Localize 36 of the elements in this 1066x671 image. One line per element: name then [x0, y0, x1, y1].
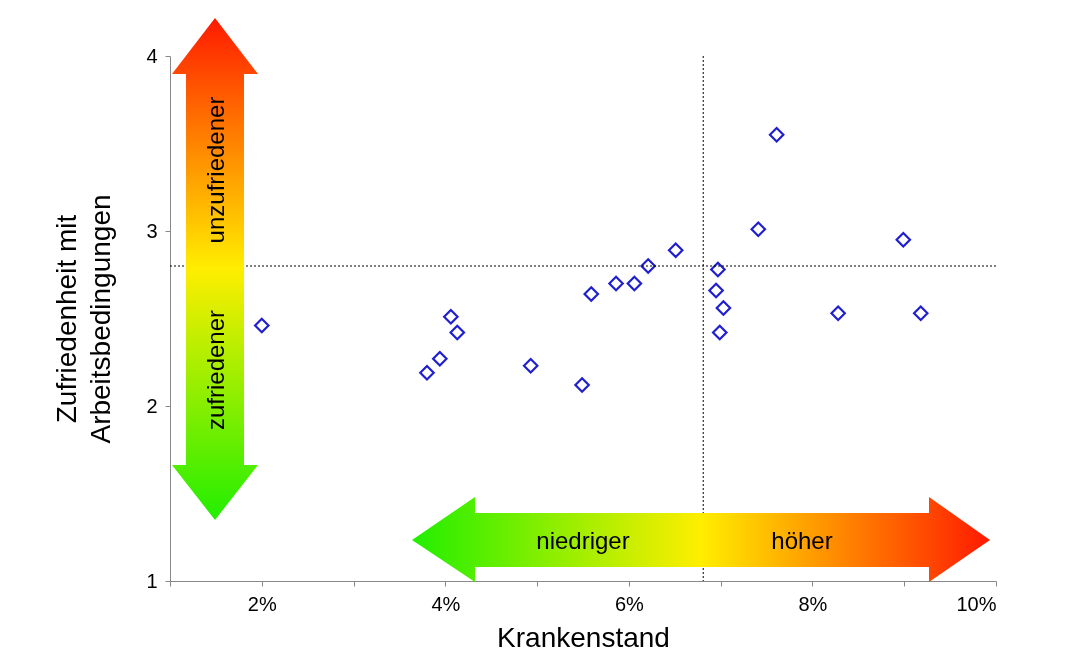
point [583, 286, 600, 302]
point [522, 357, 539, 374]
point [750, 221, 767, 238]
point [711, 324, 728, 341]
annotation: zufriedener [201, 309, 229, 431]
annotation: niedriger [536, 526, 630, 554]
point [830, 305, 846, 322]
point [710, 261, 726, 278]
point [253, 317, 270, 334]
point [912, 305, 929, 322]
point [768, 126, 785, 143]
point [449, 324, 466, 341]
point [443, 308, 459, 325]
annotation: unzufriedener [201, 96, 229, 244]
annotation: höher [771, 526, 833, 554]
y-tick-label: 1 [146, 569, 158, 592]
point [895, 231, 912, 248]
point [626, 275, 643, 292]
y-tick-label: 2 [146, 394, 158, 417]
point [708, 282, 724, 299]
x-tick-label: 4% [431, 592, 461, 615]
point [667, 242, 684, 259]
y-axis-title: Zufriedenheit mit Arbeitsbedingungen [51, 194, 117, 444]
point [574, 377, 590, 393]
x-tick-label: 2% [247, 592, 277, 615]
point [715, 300, 732, 316]
point [640, 258, 656, 274]
point [608, 275, 624, 292]
point [419, 364, 435, 381]
x-tick-label: 6% [614, 592, 645, 615]
point [432, 350, 448, 367]
x-axis-title: Krankenstand [497, 621, 670, 653]
y-tick-label: 4 [146, 44, 158, 67]
x-tick-label: 10% [956, 592, 997, 615]
y-tick-label: 3 [146, 219, 158, 242]
x-tick-label: 8% [798, 592, 828, 615]
